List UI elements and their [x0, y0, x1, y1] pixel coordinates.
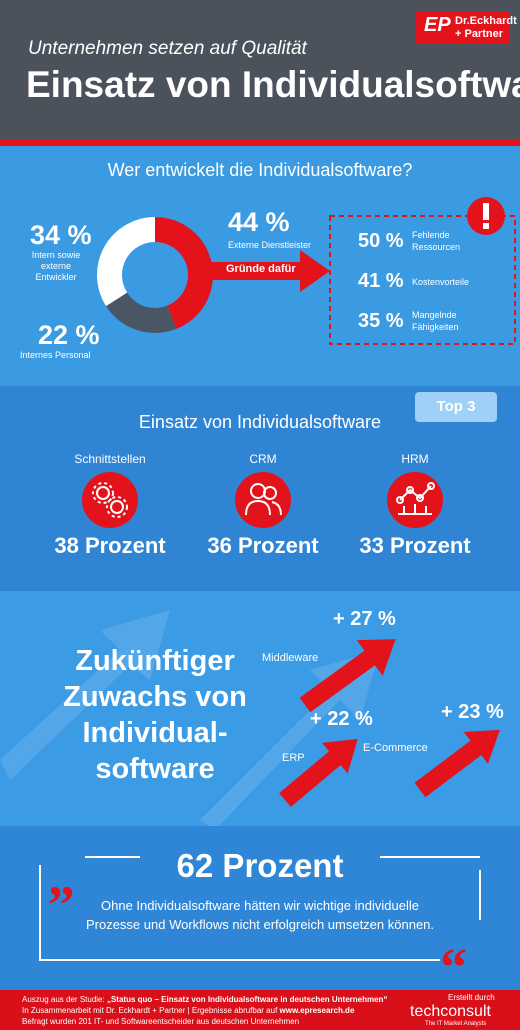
reason-label: Mangelnde Fähigkeiten: [412, 310, 459, 332]
footer-text: In Zusammenarbeit mit Dr. Eckhardt + Par…: [22, 1006, 354, 1015]
title: Einsatz von Individualsoftware: [26, 64, 520, 105]
quote-line: Prozesse und Workflows nicht erfolgreich…: [85, 917, 435, 932]
growth-title: Zukünftiger: [75, 645, 235, 677]
growth-label: E-Commerce: [363, 742, 428, 754]
badge: [415, 392, 497, 422]
footer-text: Auszug aus der Studie: „Status quo – Ein…: [22, 995, 387, 1004]
growth-title: Individual-: [82, 717, 228, 749]
item-value: 38 Prozent: [54, 533, 166, 558]
growth-label: ERP: [282, 752, 305, 764]
logo-text: Dr.Eckhardt: [455, 15, 517, 27]
donut-segment: [155, 217, 214, 329]
footer-text: In Zusammenarbeit mit Dr. Eckhardt + Par…: [22, 1006, 278, 1015]
donut-segment: [97, 217, 155, 307]
network-icon: [396, 482, 435, 515]
people-icon: [245, 483, 282, 516]
value-label: 44 %: [228, 207, 290, 237]
item-label: CRM: [249, 452, 277, 466]
donut-segment: [106, 292, 177, 333]
quote-frame: [39, 856, 481, 961]
item-value: 33 Prozent: [359, 533, 471, 558]
growth-title: software: [95, 753, 215, 785]
category-label: Intern sowie externe Entwickler: [31, 250, 81, 282]
section-title: Wer entwickelt die Individualsoftware?: [107, 160, 413, 180]
reasons-box: [329, 215, 516, 345]
reason-value: 41 %: [358, 270, 404, 292]
logo-text: + Partner: [455, 28, 503, 40]
icon-bg: [235, 472, 291, 528]
item-label: HRM: [401, 452, 429, 466]
reason-value: 50 %: [358, 230, 404, 252]
donut: [97, 217, 214, 333]
footer-text: Auszug aus der Studie:: [22, 995, 105, 1004]
footer-text: „Status quo – Einsatz von Individualsoft…: [106, 995, 388, 1004]
footer-credit: Erstellt durch: [448, 993, 495, 1002]
arrow: [210, 250, 330, 292]
footer-tagline: The IT Market Analysts: [425, 1021, 487, 1027]
footer-bg: [0, 990, 520, 1030]
icon-bg: [387, 472, 443, 528]
item-value: 36 Prozent: [207, 533, 319, 558]
reason-label: Kostenvorteile: [412, 277, 470, 287]
growth-label: Middleware: [262, 652, 319, 664]
reason-label: Fehlende Ressourcen: [412, 230, 461, 252]
footer-text: www.epresearch.de: [279, 1006, 355, 1015]
item-label: Schnittstellen: [74, 452, 146, 466]
quote-mark: “: [440, 937, 467, 997]
footer-text: Befragt wurden 201 IT- und Softwareentsc…: [22, 1017, 300, 1026]
alert-icon: [483, 203, 489, 220]
section-bg: [0, 826, 520, 990]
reason-value: 35 %: [358, 310, 404, 332]
arrow-label: Gründe dafür: [226, 263, 296, 275]
gear-icon: [92, 482, 128, 518]
category-label: Internes Personal: [20, 350, 91, 360]
logo-mark: EP: [424, 14, 451, 36]
growth-value: + 22 %: [310, 708, 373, 730]
subtitle: Unternehmen setzen auf Qualität: [28, 38, 307, 59]
logo-box: [416, 12, 510, 44]
bg-arrows: [0, 610, 380, 830]
header-stripe: [0, 140, 520, 146]
category-label: Externe Dienstleister: [228, 240, 312, 250]
quote-mark: „: [48, 847, 75, 907]
section-title: Einsatz von Individualsoftware: [138, 412, 382, 432]
growth-value: + 27 %: [333, 608, 396, 630]
footer-brand: techconsult: [410, 1003, 491, 1020]
badge-label: Top 3: [436, 398, 476, 415]
value-label: 22 %: [38, 320, 100, 350]
alert-icon: [483, 223, 489, 229]
quote-line: Ohne Individualsoftware hätten wir wicht…: [101, 898, 419, 913]
value-label: 34 %: [30, 220, 92, 250]
growth-value: + 23 %: [441, 701, 504, 723]
growth-title: Zuwachs von: [63, 681, 247, 713]
quote-headline: 62 Prozent: [176, 847, 344, 884]
growth-arrow: [279, 639, 500, 807]
